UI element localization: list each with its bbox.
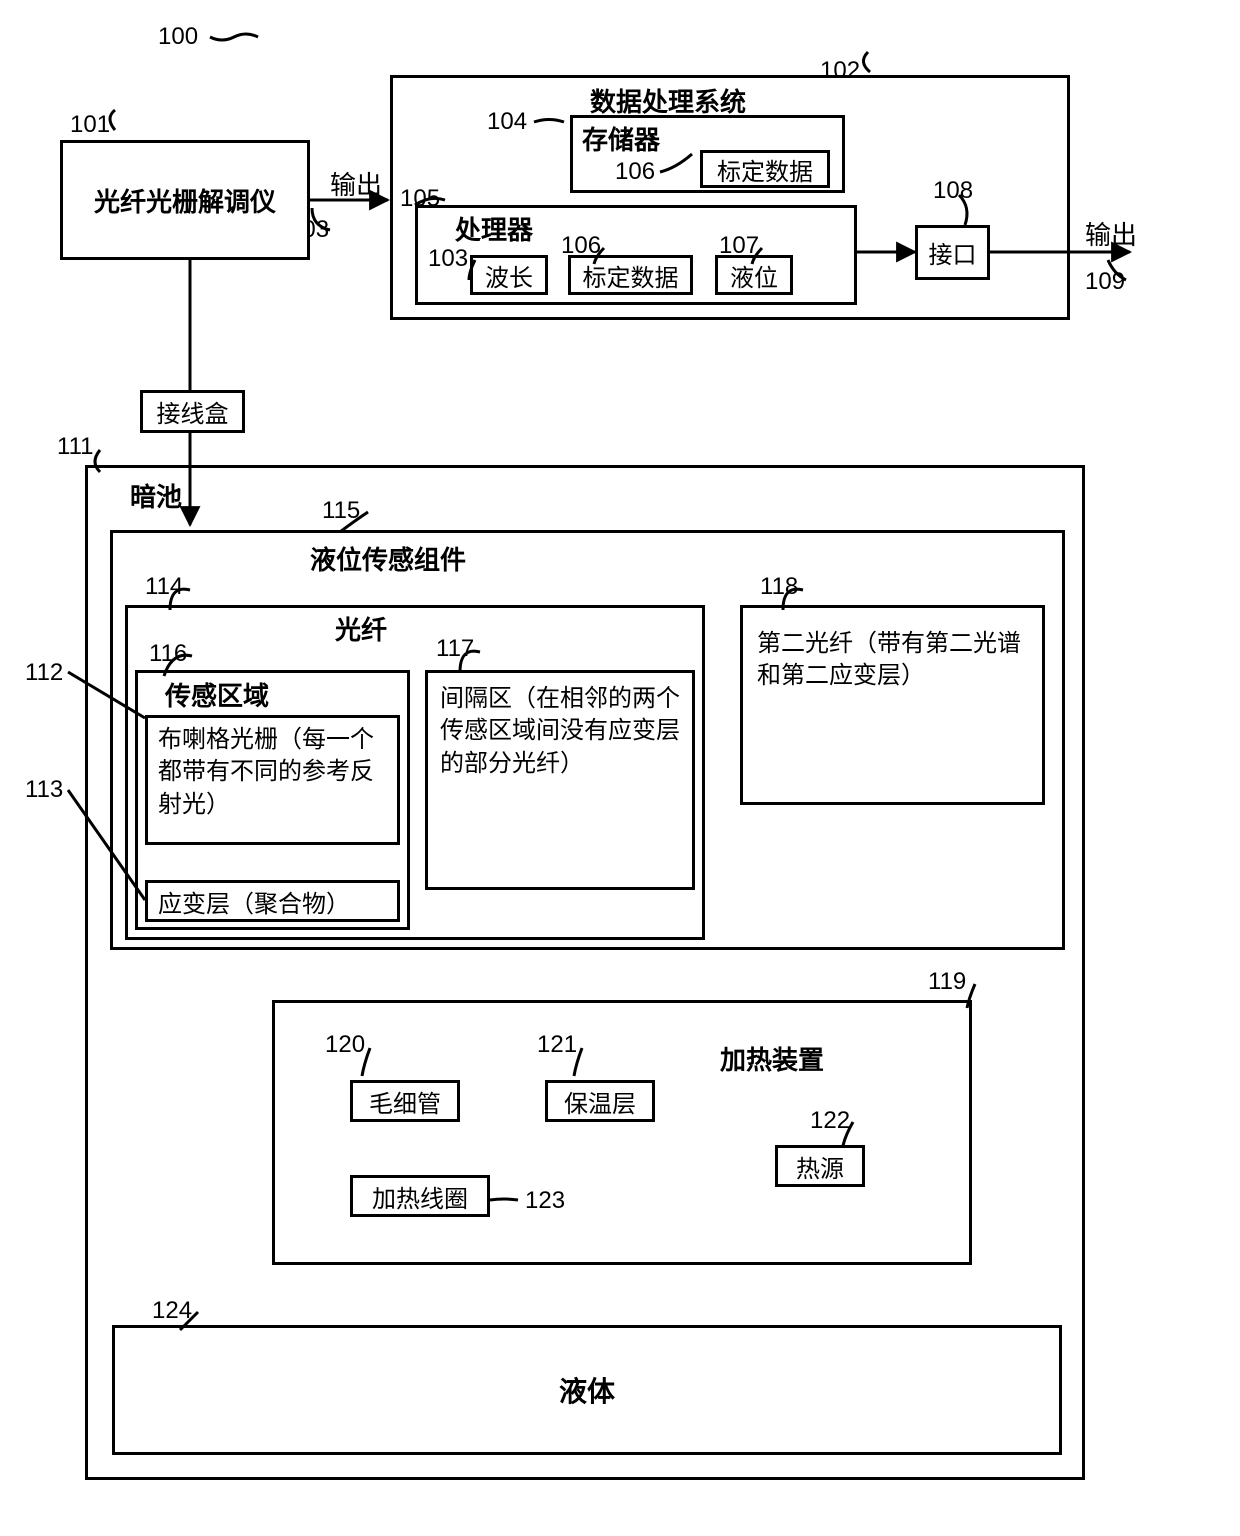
box-second-fiber: 第二光纤（带有第二光谱和第二应变层） — [740, 605, 1045, 805]
box-wavelength: 波长 — [470, 255, 548, 295]
box-calib-data-2: 标定数据 — [568, 255, 693, 295]
box-liquid: 液体 — [112, 1325, 1062, 1455]
title-sensing-assembly: 液位传感组件 — [310, 540, 466, 577]
frame-heater — [272, 1000, 972, 1265]
box-junction: 接线盒 — [140, 390, 245, 433]
box-heat-source: 热源 — [775, 1145, 865, 1187]
title-sensing-region: 传感区域 — [165, 676, 269, 713]
title-heater: 加热装置 — [720, 1040, 824, 1077]
box-calib-data: 标定数据 — [700, 150, 830, 188]
title-processor: 处理器 — [455, 210, 533, 247]
label-output-1: 输出 — [330, 165, 382, 202]
title-dark-pool: 暗池 — [130, 477, 182, 514]
label-output-2: 输出 — [1085, 215, 1137, 252]
box-bragg: 布喇格光栅（每一个都带有不同的参考反射光） — [145, 715, 400, 845]
box-heating-coil: 加热线圈 — [350, 1175, 490, 1217]
title-dps: 数据处理系统 — [590, 82, 746, 119]
ref-101: 101 — [70, 111, 110, 139]
ref-100: 100 — [158, 23, 198, 51]
ref-111: 111 — [57, 433, 93, 461]
box-capillary: 毛细管 — [350, 1080, 460, 1122]
box-spacer: 间隔区（在相邻的两个传感区域间没有应变层的部分光纤） — [425, 670, 695, 890]
ref-113: 113 — [25, 776, 63, 804]
box-interface: 接口 — [915, 225, 990, 280]
box-level: 液位 — [715, 255, 793, 295]
title-memory: 存储器 — [582, 120, 660, 157]
ref-109: 109 — [1085, 268, 1125, 296]
title-fiber: 光纤 — [335, 610, 387, 647]
diagram-canvas: 100 101 102 103 104 105 106 103 106 107 … — [0, 0, 1240, 1536]
ref-112: 112 — [25, 659, 63, 687]
box-insulation: 保温层 — [545, 1080, 655, 1122]
box-strain-layer: 应变层（聚合物） — [145, 880, 400, 922]
box-interrogator: 光纤光栅解调仪 — [60, 140, 310, 260]
